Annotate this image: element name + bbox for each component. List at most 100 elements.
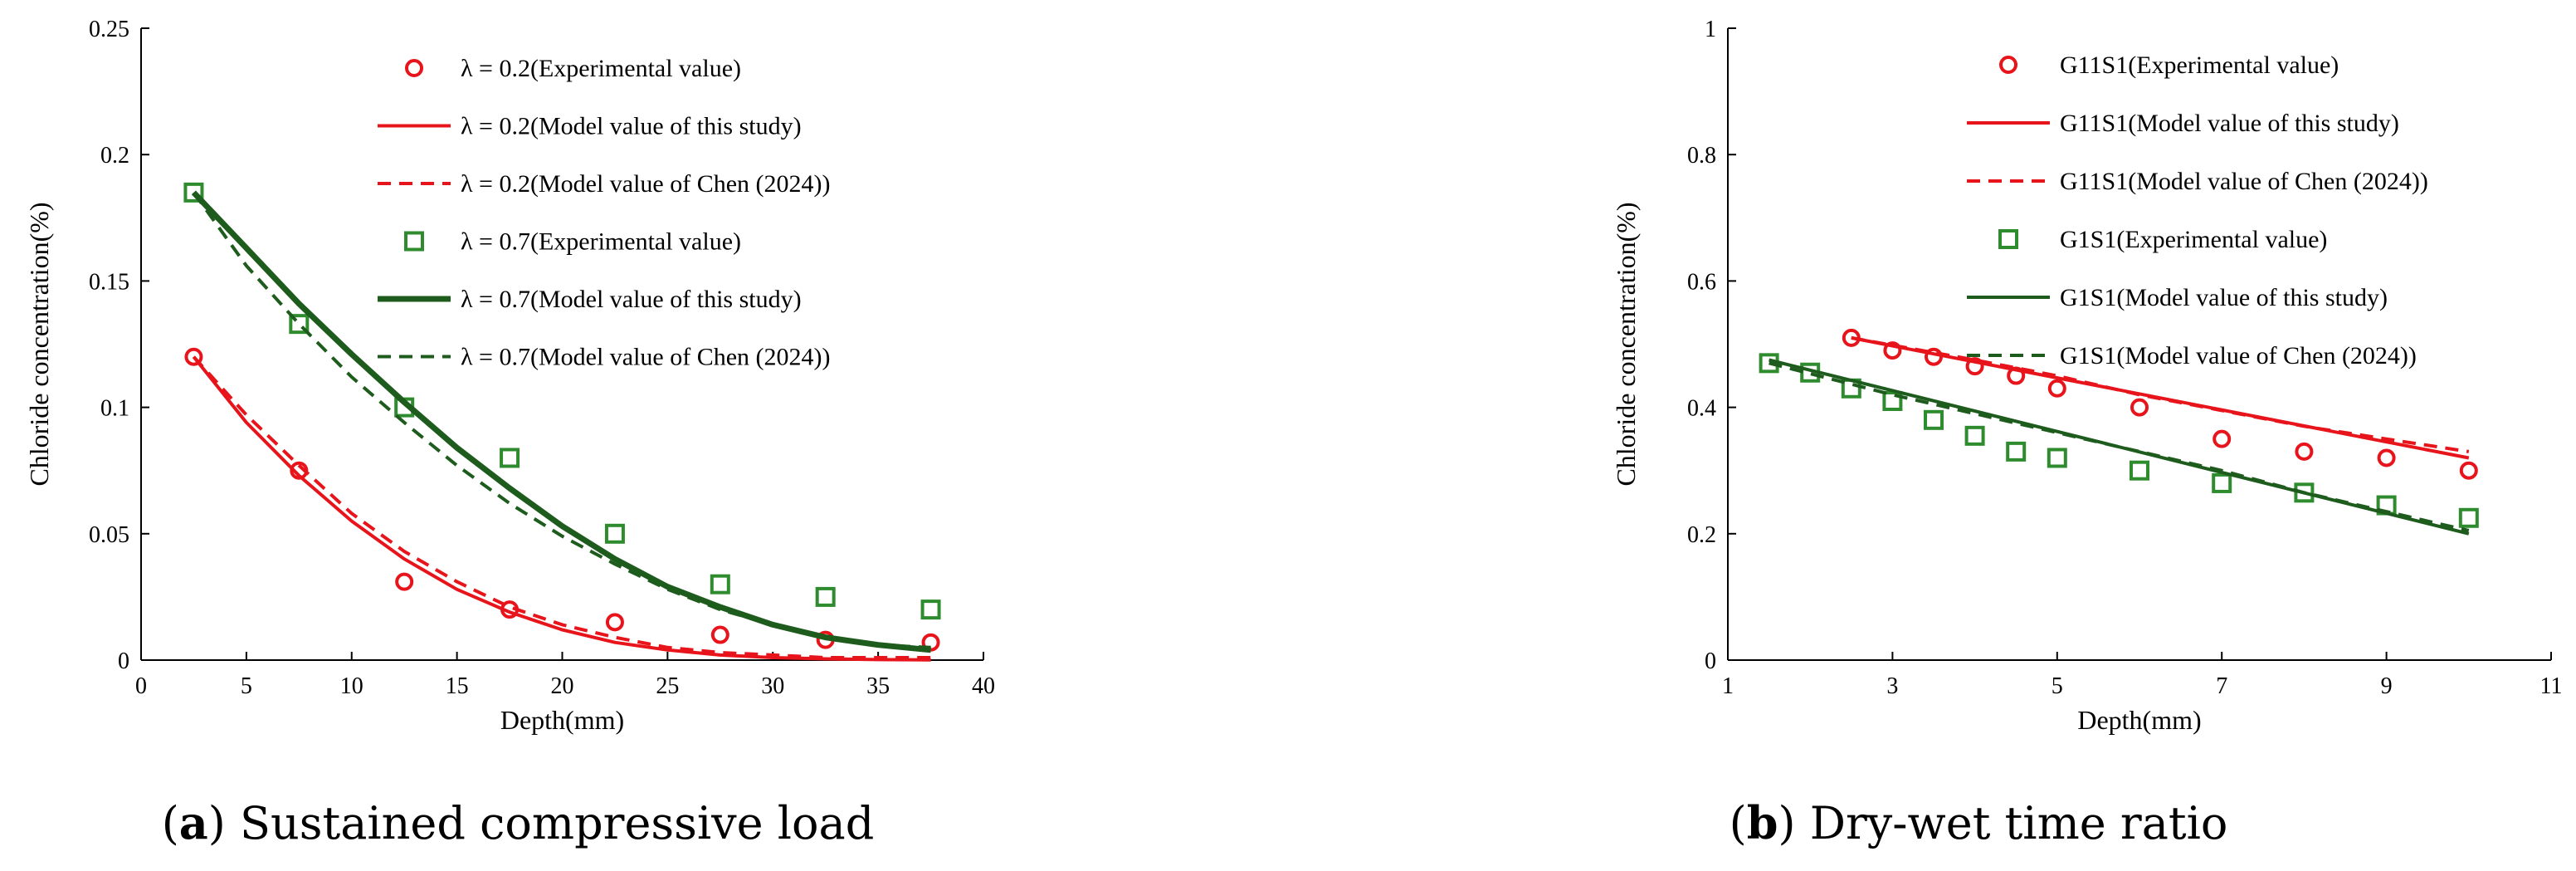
legend-marker-swatch xyxy=(1998,229,2018,249)
data-point xyxy=(1924,409,1944,430)
data-point xyxy=(1965,357,1984,376)
data-point xyxy=(1883,341,1902,360)
data-point xyxy=(395,572,414,591)
legend-label: G1S1(Model value of Chen (2024)) xyxy=(2060,342,2417,369)
series-line xyxy=(192,191,931,649)
data-point xyxy=(2459,461,2478,480)
data-point xyxy=(604,523,625,544)
data-point xyxy=(2295,442,2314,461)
x-tick-label: 5 xyxy=(241,673,252,699)
y-tick-label: 0 xyxy=(1705,648,1716,674)
data-point xyxy=(2006,441,2027,462)
x-tick-label: 30 xyxy=(761,673,784,699)
y-axis-label: Chloride concentration(%) xyxy=(24,202,54,486)
series-3 xyxy=(1759,353,2479,528)
series-line xyxy=(1851,335,2470,453)
legend-item: λ = 0.2(Model value of this study) xyxy=(378,113,802,140)
legend-label: λ = 0.2(Model value of Chen (2024)) xyxy=(461,170,831,198)
legend-item: λ = 0.2(Experimental value) xyxy=(405,55,741,82)
y-tick-label: 0.2 xyxy=(1687,522,1716,548)
legend-label: λ = 0.2(Experimental value) xyxy=(461,55,741,82)
legend-item: λ = 0.7(Model value of Chen (2024)) xyxy=(378,344,831,371)
series-5 xyxy=(1769,361,2470,532)
legend-label: G11S1(Model value of Chen (2024)) xyxy=(2060,168,2428,195)
legend-label: λ = 0.7(Model value of this study) xyxy=(461,286,802,313)
x-tick-label: 11 xyxy=(2540,673,2563,699)
series-2 xyxy=(192,355,931,659)
data-point xyxy=(2377,448,2396,467)
legend-item: λ = 0.2(Model value of Chen (2024)) xyxy=(378,170,831,198)
legend-item: G1S1(Model value of this study) xyxy=(1967,284,2388,311)
data-point xyxy=(2130,460,2149,481)
legend-item: G11S1(Model value of this study) xyxy=(1967,110,2399,137)
y-tick-label: 0.8 xyxy=(1687,143,1716,169)
caption-a-text: Sustained compressive load xyxy=(226,797,874,849)
x-tick-label: 10 xyxy=(340,673,363,699)
series-line xyxy=(192,355,931,659)
x-tick-label: 25 xyxy=(656,673,679,699)
legend-marker-swatch xyxy=(1999,56,2017,74)
data-point xyxy=(2213,429,2232,448)
series-2 xyxy=(1851,335,2470,453)
legend-label: G11S1(Experimental value) xyxy=(2060,51,2339,79)
y-tick-label: 0.05 xyxy=(89,522,129,548)
data-point xyxy=(710,574,730,595)
series-line xyxy=(1769,358,2470,536)
data-point xyxy=(605,613,624,632)
series-4 xyxy=(191,190,931,653)
series-line xyxy=(1769,361,2470,532)
y-axis-label: Chloride concentration(%) xyxy=(1611,202,1641,486)
data-point xyxy=(815,586,836,607)
caption-b-letter: b xyxy=(1747,796,1778,849)
x-tick-label: 3 xyxy=(1886,673,1898,699)
legend-label: G1S1(Model value of this study) xyxy=(2060,284,2388,311)
x-tick-label: 7 xyxy=(2216,673,2227,699)
legend-label: λ = 0.7(Experimental value) xyxy=(461,228,741,256)
data-point xyxy=(289,314,310,335)
y-tick-label: 0.25 xyxy=(89,17,129,42)
x-tick-label: 5 xyxy=(2052,673,2063,699)
legend-marker-swatch xyxy=(404,231,424,252)
legend-marker-swatch xyxy=(405,59,423,77)
series-5 xyxy=(192,191,931,649)
data-point xyxy=(2130,398,2149,417)
data-point xyxy=(500,448,520,468)
x-tick-label: 20 xyxy=(551,673,574,699)
legend-label: G11S1(Model value of this study) xyxy=(2060,110,2399,137)
chart-b: 1 3 5 7 9 11 0 0.2 0.4 0.6 0.8 1 Depth(mm) Chloride c… xyxy=(1611,17,2562,735)
data-point xyxy=(920,599,941,620)
data-point xyxy=(183,182,204,203)
data-point xyxy=(710,625,729,644)
y-tick-label: 0.6 xyxy=(1687,269,1716,295)
series-1 xyxy=(192,355,931,662)
series-line xyxy=(192,355,931,662)
data-point xyxy=(2047,448,2067,468)
data-point xyxy=(2294,482,2315,503)
x-tick-label: 35 xyxy=(866,673,890,699)
y-tick-label: 0.4 xyxy=(1687,396,1716,422)
legend-label: λ = 0.2(Model value of this study) xyxy=(461,113,802,140)
data-point xyxy=(184,347,203,366)
data-point xyxy=(1882,390,1903,411)
x-tick-label: 9 xyxy=(2381,673,2393,699)
series-line xyxy=(191,190,931,653)
legend-item: λ = 0.7(Model value of this study) xyxy=(378,286,802,313)
legend-item: λ = 0.7(Experimental value) xyxy=(404,228,741,256)
legend-label: λ = 0.7(Model value of Chen (2024)) xyxy=(461,344,831,371)
x-axis-label: Depth(mm) xyxy=(500,705,624,735)
data-point xyxy=(1964,425,1985,446)
data-point xyxy=(2212,472,2232,493)
x-axis-label: Depth(mm) xyxy=(2077,705,2201,735)
data-point xyxy=(2047,379,2066,398)
caption-a-letter: a xyxy=(179,796,208,849)
y-tick-label: 0.2 xyxy=(100,143,129,169)
legend-item: G11S1(Model value of Chen (2024)) xyxy=(1967,168,2428,195)
legend-item: G11S1(Experimental value) xyxy=(1999,51,2339,79)
series-4 xyxy=(1769,358,2470,536)
caption-a: (a) Sustained compressive load xyxy=(162,796,875,849)
legend-item: G1S1(Experimental value) xyxy=(1998,226,2327,253)
x-tick-label: 40 xyxy=(972,673,995,699)
legend-label: G1S1(Experimental value) xyxy=(2060,226,2327,253)
caption-b-text: Dry-wet time ratio xyxy=(1796,797,2228,849)
